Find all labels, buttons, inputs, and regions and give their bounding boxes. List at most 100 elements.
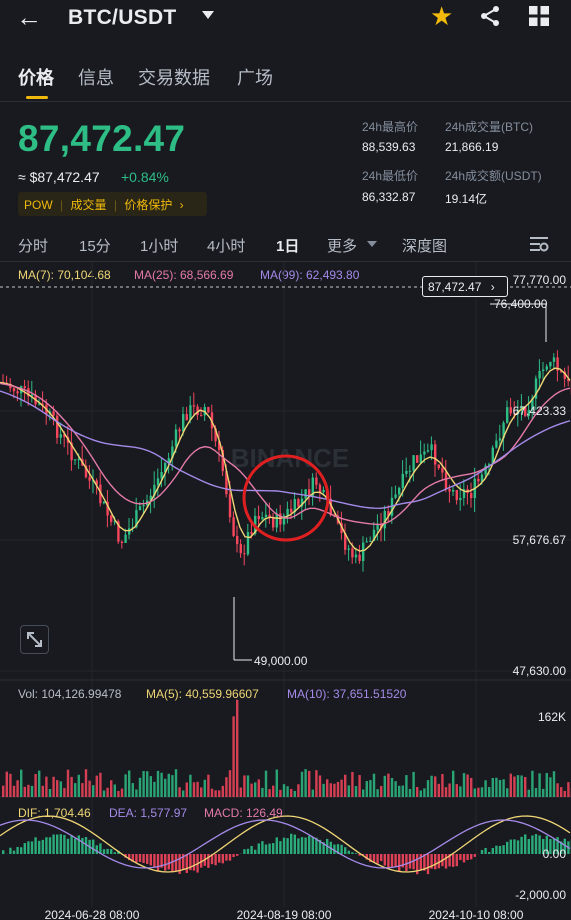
candle-body xyxy=(387,511,390,516)
macd-bar xyxy=(167,854,170,870)
candle-body xyxy=(329,498,332,516)
volume-bar xyxy=(552,771,556,797)
macd-bar xyxy=(84,836,88,854)
candle-body xyxy=(362,542,365,562)
candle-body xyxy=(344,533,347,550)
tag-badge[interactable]: POW | 成交量 | 价格保护 › xyxy=(18,192,207,216)
volume-bar xyxy=(2,785,5,797)
volume-bar xyxy=(135,789,138,797)
volume-bar xyxy=(192,782,196,797)
macd-bar xyxy=(218,854,221,863)
more-dropdown-icon[interactable] xyxy=(367,241,377,247)
macd-bar xyxy=(401,854,404,868)
volume-bar xyxy=(56,780,59,797)
macd-bar xyxy=(556,837,559,854)
candle-body xyxy=(12,388,16,392)
volume-bar xyxy=(221,785,224,797)
candle-body xyxy=(174,429,178,447)
macd-bar xyxy=(23,843,26,854)
volume-bar xyxy=(146,771,149,797)
star-icon[interactable]: ★ xyxy=(430,1,454,31)
share-icon[interactable] xyxy=(478,4,502,28)
grid-icon[interactable] xyxy=(529,6,549,26)
pair-title[interactable]: BTC/USDT xyxy=(68,6,177,29)
depth-chart-tab[interactable]: 深度图 xyxy=(402,238,448,255)
volume-bar xyxy=(470,777,473,797)
macd-bar xyxy=(372,854,376,863)
volume-bar xyxy=(408,788,412,797)
macd-bar xyxy=(333,844,336,854)
back-arrow-icon[interactable]: ← xyxy=(16,2,42,32)
volume-bar xyxy=(81,783,84,797)
macd-bar xyxy=(264,844,268,854)
volume-bar xyxy=(34,773,37,797)
tab-square[interactable]: 广场 xyxy=(237,68,273,88)
interval-line[interactable]: 分时 xyxy=(18,238,49,255)
volume-bar xyxy=(272,785,275,797)
interval-1d[interactable]: 1日 xyxy=(276,238,300,255)
candle-body xyxy=(41,403,44,405)
candle-body xyxy=(30,394,34,397)
ma99-label: MA(99): 62,493.80 xyxy=(260,268,360,282)
volume-bar xyxy=(326,779,329,797)
volume-bar xyxy=(380,785,383,797)
macd-bar xyxy=(405,854,408,872)
macd-bar xyxy=(146,854,149,864)
volume-bar xyxy=(156,770,160,797)
macd-bar xyxy=(99,843,102,854)
macd-bar xyxy=(495,845,498,854)
candle-body xyxy=(531,398,534,410)
expand-icon[interactable] xyxy=(20,625,49,654)
macd-dea-label: DEA: 1,577.97 xyxy=(109,806,188,820)
tab-info[interactable]: 信息 xyxy=(78,68,114,88)
y-axis-label: 67,423.33 xyxy=(513,404,567,418)
volume-bar xyxy=(484,780,487,797)
candle-body xyxy=(383,511,386,529)
volume-bar xyxy=(207,774,210,797)
macd-bar xyxy=(369,854,372,863)
macd-bar xyxy=(171,854,174,873)
volume-bar xyxy=(297,784,300,797)
candle-body xyxy=(484,465,487,475)
chart-settings-icon[interactable] xyxy=(528,235,550,253)
volume-bar xyxy=(12,785,16,797)
volume-bar xyxy=(390,778,394,797)
volume-bar xyxy=(387,773,390,797)
candlestick-chart[interactable]: BINANCE 76,400.00 49,000.00 77,770.00 67… xyxy=(0,262,571,920)
tag-volume: 成交量 xyxy=(70,198,107,212)
interval-1h[interactable]: 1小时 xyxy=(140,238,179,255)
interval-more[interactable]: 更多 xyxy=(327,238,358,255)
volume-bar xyxy=(66,769,70,797)
candle-body xyxy=(120,541,124,543)
candle-body xyxy=(502,422,505,439)
macd-bar xyxy=(380,854,383,862)
candle-body xyxy=(437,464,440,469)
volume-bar xyxy=(239,787,242,797)
macd-bar xyxy=(336,844,340,854)
y-axis-label: 77,770.00 xyxy=(513,273,567,287)
macd-dif-line xyxy=(0,815,571,873)
macd-bar xyxy=(178,854,181,874)
tab-price[interactable]: 价格 xyxy=(18,68,54,88)
interval-15m[interactable]: 15分 xyxy=(79,238,111,255)
volume-bar xyxy=(268,789,271,797)
volume-bar xyxy=(290,788,293,797)
volume-bar xyxy=(95,775,98,797)
volume-bar xyxy=(102,790,106,797)
interval-4h[interactable]: 4小时 xyxy=(207,238,246,255)
macd-bar xyxy=(459,854,462,861)
current-price-tag[interactable]: 87,472.47 › xyxy=(422,276,508,297)
volume-bar xyxy=(9,773,12,797)
candle-body xyxy=(236,535,239,545)
candle-body xyxy=(380,524,383,529)
macd-bar xyxy=(221,854,224,864)
volume-bar xyxy=(117,790,120,797)
volume-bar xyxy=(502,779,505,797)
macd-bar xyxy=(531,835,534,854)
volume-bar xyxy=(113,784,116,797)
volume-bar xyxy=(218,790,221,797)
candle-body xyxy=(117,521,120,542)
macd-bar xyxy=(480,850,484,854)
tab-trading-data[interactable]: 交易数据 xyxy=(138,68,210,88)
chevron-down-icon[interactable] xyxy=(202,11,214,19)
